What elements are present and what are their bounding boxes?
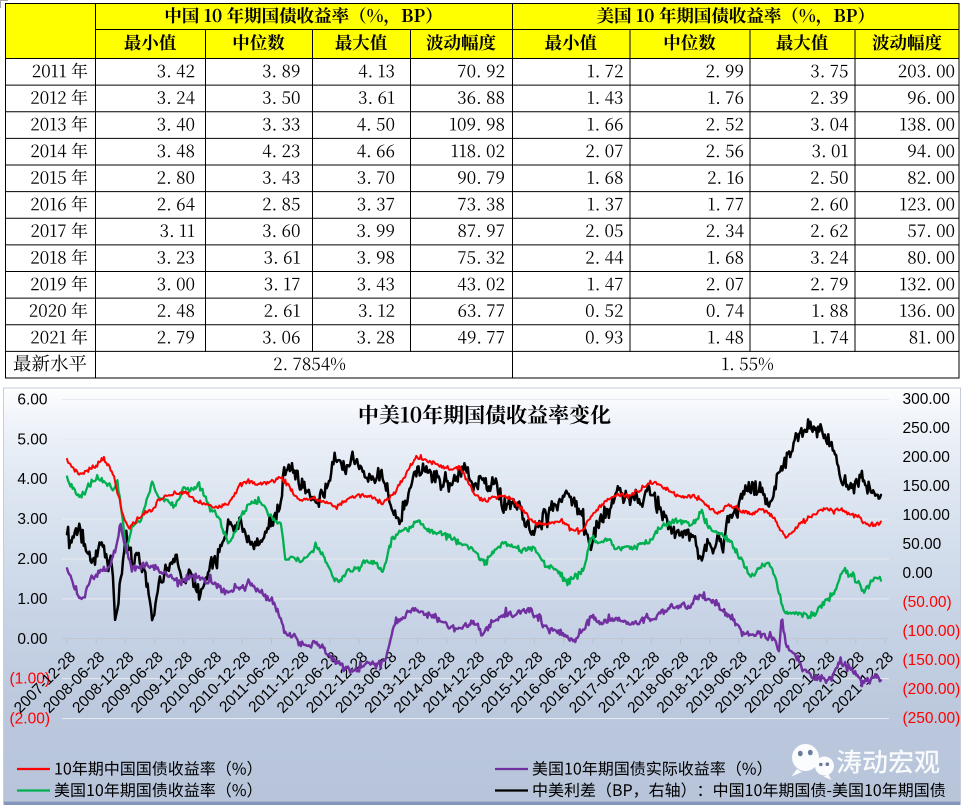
svg-text:0.00: 0.00 (903, 565, 934, 582)
svg-text:50.00: 50.00 (903, 536, 942, 553)
svg-text:100.00: 100.00 (903, 507, 951, 524)
svg-text:2.00: 2.00 (17, 551, 48, 568)
svg-text:4.00: 4.00 (17, 471, 48, 488)
svg-text:150.00: 150.00 (903, 478, 951, 495)
svg-text:1.00: 1.00 (17, 591, 48, 608)
svg-text:300.00: 300.00 (903, 391, 951, 408)
svg-text:3.00: 3.00 (17, 511, 48, 528)
svg-text:200.00: 200.00 (903, 449, 951, 466)
svg-text:6.00: 6.00 (17, 392, 48, 409)
svg-text:(50.00): (50.00) (903, 594, 952, 611)
svg-text:(150.00): (150.00) (903, 652, 961, 669)
svg-text:(200.00): (200.00) (903, 681, 961, 698)
svg-text:5.00: 5.00 (17, 431, 48, 448)
svg-text:(2.00): (2.00) (10, 711, 51, 728)
svg-text:(1.00): (1.00) (10, 671, 51, 688)
svg-text:(250.00): (250.00) (903, 710, 961, 727)
svg-text:250.00: 250.00 (903, 420, 951, 437)
svg-text:(100.00): (100.00) (903, 623, 961, 640)
svg-text:0.00: 0.00 (17, 631, 48, 648)
